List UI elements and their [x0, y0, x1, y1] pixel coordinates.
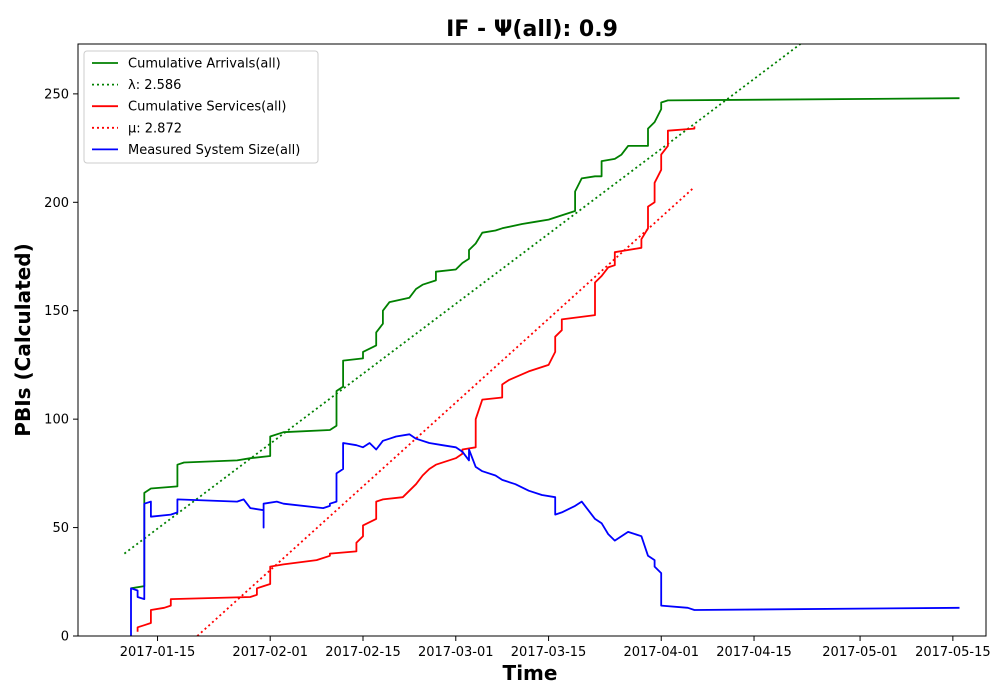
x-tick-label: 2017-02-01: [232, 645, 308, 660]
y-axis-ticks: 0 50 100 150 200 250: [44, 87, 78, 645]
legend: Cumulative Arrivals(all) λ: 2.586 Cumulati…: [83, 50, 319, 164]
y-tick-label: 200: [44, 196, 69, 211]
x-tick-label: 2017-04-15: [716, 645, 792, 660]
series-line-5: [130, 433, 960, 636]
x-tick-label: 2017-05-15: [915, 645, 991, 660]
y-tick-label: 0: [61, 630, 69, 645]
y-tick-label: 150: [44, 304, 69, 319]
x-tick-label: 2017-03-15: [511, 645, 587, 660]
legend-label-3: Cumulative Services(all): [128, 100, 286, 115]
y-axis-label: PBIs (Calculated): [11, 243, 35, 436]
plot-frame: [77, 43, 987, 637]
plot-lines: [123, 44, 960, 636]
legend-label-1: Cumulative Arrivals(all): [128, 57, 281, 72]
x-tick-label: 2017-01-15: [120, 645, 196, 660]
legend-label-2: λ: 2.586: [128, 78, 181, 93]
x-tick-label: 2017-02-15: [325, 645, 401, 660]
x-axis-label: Time: [503, 661, 558, 685]
y-tick-label: 50: [52, 521, 69, 536]
series-line-1: [130, 97, 960, 590]
x-tick-label: 2017-04-01: [623, 645, 699, 660]
series-line-4: [196, 186, 696, 636]
y-tick-label: 100: [44, 413, 69, 428]
legend-label-4: μ: 2.872: [128, 121, 182, 136]
legend-box: [83, 50, 319, 164]
x-tick-label: 2017-05-01: [822, 645, 898, 660]
y-tick-label: 250: [44, 87, 69, 102]
chart-title: IF - Ψ(all): 0.9: [446, 17, 618, 42]
x-tick-label: 2017-03-01: [418, 645, 494, 660]
legend-label-5: Measured System Size(all): [128, 143, 300, 158]
series-line-3: [136, 126, 696, 632]
x-axis-ticks: 2017-01-15 2017-02-01 2017-02-15 2017-03-01…: [120, 636, 991, 660]
